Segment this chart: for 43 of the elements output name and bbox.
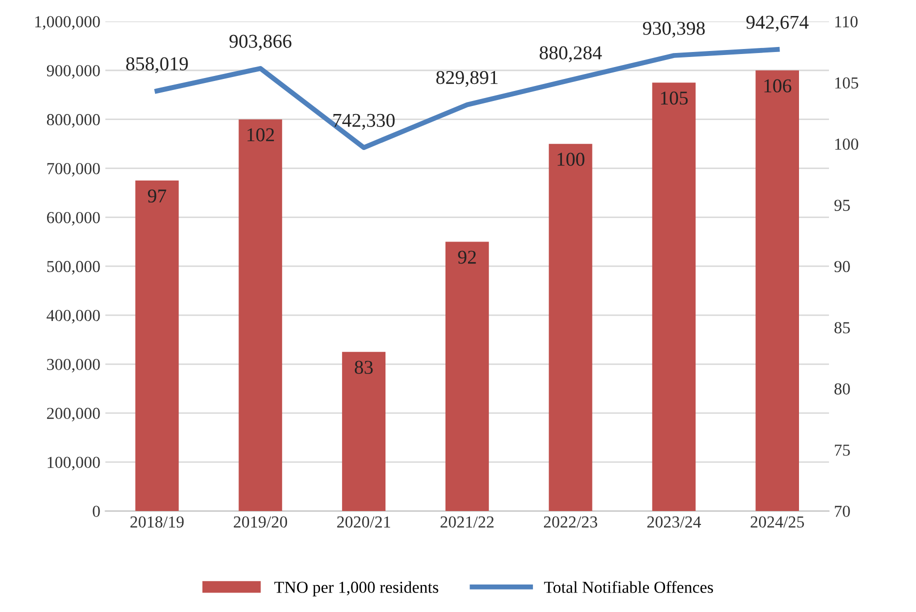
x-tick-label: 2021/22: [440, 516, 494, 528]
y2-tick-label: 90: [834, 260, 850, 272]
y-tick-label: 900,000: [46, 65, 100, 79]
data-label: 858,019: [126, 57, 188, 74]
x-tick-label: 2018/19: [130, 516, 184, 528]
y2-tick-label: 95: [834, 200, 850, 211]
legend-label: Total Notifiable Offences: [544, 581, 713, 593]
y-tick-label: 400,000: [46, 310, 100, 324]
data-label: 942,674: [746, 16, 809, 32]
y-tick-label: 600,000: [47, 212, 100, 226]
data-label: 742,330: [333, 114, 395, 130]
data-label: 903,866: [229, 34, 292, 51]
legend-label: TNO per 1,000 residents: [274, 581, 438, 596]
y-tick-label: 300,000: [47, 358, 100, 372]
data-label: 930,398: [642, 22, 705, 38]
y2-tick-label: 105: [835, 77, 858, 89]
y-tick-label: 200,000: [47, 408, 100, 422]
data-label: 106: [764, 79, 792, 92]
y-tick-label: 800,000: [46, 114, 100, 128]
x-tick-label: 2023/24: [647, 516, 701, 528]
x-tick-label: 2019/20: [234, 516, 288, 528]
data-label: 97: [148, 189, 166, 203]
y2-tick-label: 110: [835, 16, 858, 28]
data-label: 880,284: [540, 46, 602, 62]
y2-tick-label: 85: [834, 322, 850, 334]
y-tick-label: 700,000: [47, 163, 100, 177]
y2-tick-label: 75: [834, 444, 850, 456]
y-tick-label: 0: [92, 506, 100, 517]
x-tick-label: 2020/21: [337, 516, 390, 528]
y-tick-label: 100,000: [48, 456, 100, 470]
y2-tick-label: 80: [834, 383, 850, 395]
y2-tick-label: 100: [835, 138, 858, 150]
y2-tick-label: 70: [834, 506, 850, 517]
data-label: 100: [558, 152, 584, 166]
data-label: 83: [354, 360, 373, 374]
y-tick-label: 500,000: [47, 260, 100, 275]
x-tick-label: 2022/23: [544, 516, 598, 528]
data-label: 92: [458, 250, 476, 264]
data-label: 105: [661, 92, 688, 105]
data-label: 102: [248, 128, 274, 142]
x-tick-label: 2024/25: [750, 516, 804, 528]
data-label: 829,891: [436, 70, 498, 87]
y-tick-label: 1,000,000: [35, 16, 100, 30]
